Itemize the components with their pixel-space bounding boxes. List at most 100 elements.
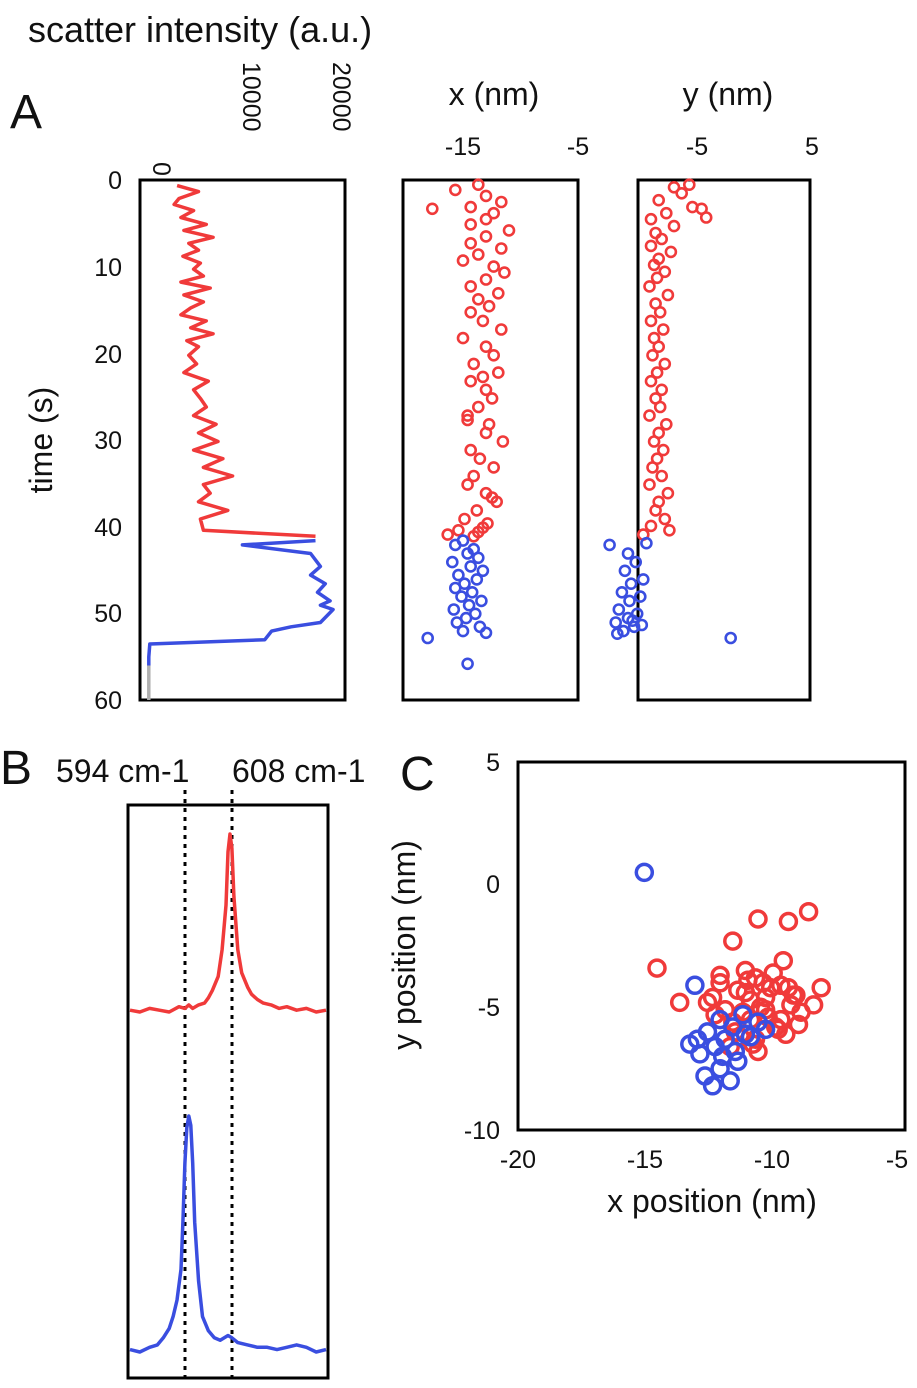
point-blue bbox=[640, 536, 653, 550]
panel-label-c: C bbox=[400, 748, 435, 801]
point-red bbox=[494, 323, 508, 336]
panel-a-time-ticks: 0 10 20 30 40 50 60 bbox=[94, 167, 122, 715]
point-red bbox=[655, 469, 669, 483]
x-nm-tick-label: -5 bbox=[567, 133, 589, 161]
panel-c-x-ticks: -20 -15 -10 -5 bbox=[500, 1146, 908, 1174]
intensity-series-blue bbox=[147, 538, 335, 666]
c-point-red bbox=[811, 977, 831, 998]
c-point-blue bbox=[733, 1004, 753, 1025]
c-x-tick-label: -5 bbox=[886, 1146, 908, 1174]
panel-c-y-ticks: 5 0 -5 -10 bbox=[464, 749, 500, 1145]
panel-c-scatter bbox=[634, 862, 831, 1096]
point-blue bbox=[633, 590, 647, 603]
point-red bbox=[479, 230, 493, 243]
panel-a-x-scatter bbox=[421, 178, 516, 671]
c-point-red bbox=[778, 911, 799, 932]
panel-b-spectra bbox=[129, 832, 327, 1354]
c-point-red bbox=[763, 963, 783, 983]
point-red bbox=[494, 195, 508, 209]
point-blue bbox=[603, 538, 616, 552]
point-red bbox=[452, 523, 465, 537]
point-blue bbox=[629, 555, 643, 569]
point-red bbox=[644, 212, 658, 226]
point-red bbox=[644, 314, 658, 328]
point-red bbox=[658, 265, 672, 279]
panel-a-x-axis-label: x (nm) bbox=[449, 76, 540, 112]
c-point-blue bbox=[720, 1071, 740, 1091]
point-blue bbox=[615, 585, 629, 599]
time-tick-label: 40 bbox=[94, 514, 122, 542]
point-red bbox=[664, 245, 678, 259]
point-blue bbox=[465, 585, 479, 599]
c-x-tick-label: -10 bbox=[754, 1146, 790, 1174]
point-red bbox=[487, 206, 501, 220]
time-tick-label: 20 bbox=[94, 341, 122, 369]
point-red bbox=[643, 409, 656, 422]
point-red bbox=[652, 340, 666, 354]
spectrum-blue bbox=[129, 1114, 327, 1354]
point-red bbox=[498, 266, 511, 279]
point-red bbox=[649, 226, 662, 240]
panel-b-frame bbox=[126, 803, 330, 1380]
point-red bbox=[479, 426, 493, 440]
point-blue bbox=[621, 547, 635, 560]
point-red bbox=[479, 383, 493, 397]
panel-c-xlabel: x position (nm) bbox=[607, 1183, 817, 1219]
point-blue bbox=[636, 573, 650, 586]
point-red bbox=[441, 528, 455, 541]
point-red bbox=[470, 504, 484, 517]
point-red bbox=[461, 409, 474, 422]
point-red bbox=[467, 529, 481, 543]
point-red bbox=[647, 258, 661, 272]
point-blue bbox=[445, 555, 459, 569]
panel-c-ylabel: y position (nm) bbox=[386, 840, 422, 1050]
point-red bbox=[479, 340, 493, 354]
panel-b-annotation-608: 608 cm-1 bbox=[232, 753, 365, 789]
point-blue bbox=[421, 631, 435, 645]
point-blue bbox=[455, 590, 468, 603]
panel-b-annotation-594: 594 cm-1 bbox=[56, 753, 189, 789]
c-point-red bbox=[669, 992, 690, 1013]
point-red bbox=[487, 260, 501, 273]
point-blue bbox=[448, 581, 462, 595]
panel-a-time-axis-label: time (s) bbox=[23, 387, 59, 494]
c-point-red bbox=[738, 970, 758, 991]
y-nm-tick-label: 5 bbox=[805, 133, 819, 161]
intensity-tick-label: 20000 bbox=[327, 62, 355, 132]
c-point-red bbox=[798, 901, 819, 922]
point-blue bbox=[724, 631, 738, 645]
point-red bbox=[644, 519, 658, 533]
point-blue bbox=[618, 564, 632, 578]
c-point-blue bbox=[710, 1058, 730, 1079]
point-red bbox=[456, 254, 470, 267]
point-red bbox=[467, 469, 481, 483]
c-point-blue bbox=[740, 1027, 761, 1047]
point-red bbox=[649, 504, 662, 517]
c-point-blue bbox=[685, 975, 705, 996]
y-nm-tick-label: -5 bbox=[686, 133, 708, 161]
point-red bbox=[667, 181, 681, 194]
point-red bbox=[658, 512, 672, 526]
c-point-blue bbox=[634, 862, 655, 883]
c-point-blue bbox=[755, 1019, 776, 1040]
c-point-red bbox=[788, 1014, 809, 1035]
intensity-tick-label: 10000 bbox=[237, 62, 265, 132]
panel-a-x-frame bbox=[401, 178, 580, 702]
point-red bbox=[461, 413, 474, 427]
c-point-red bbox=[748, 1041, 768, 1062]
panel-a-y-scatter bbox=[603, 178, 738, 645]
point-blue bbox=[610, 627, 624, 641]
point-blue bbox=[448, 538, 462, 552]
c-point-red bbox=[723, 931, 743, 951]
point-red bbox=[425, 202, 439, 216]
c-point-red bbox=[773, 950, 794, 971]
point-red bbox=[485, 392, 499, 405]
point-red bbox=[643, 280, 656, 293]
point-red bbox=[646, 461, 659, 474]
point-red bbox=[476, 314, 490, 328]
point-red bbox=[661, 288, 675, 302]
point-blue bbox=[617, 624, 630, 638]
c-point-red bbox=[778, 977, 799, 998]
c-point-red bbox=[771, 1009, 791, 1030]
